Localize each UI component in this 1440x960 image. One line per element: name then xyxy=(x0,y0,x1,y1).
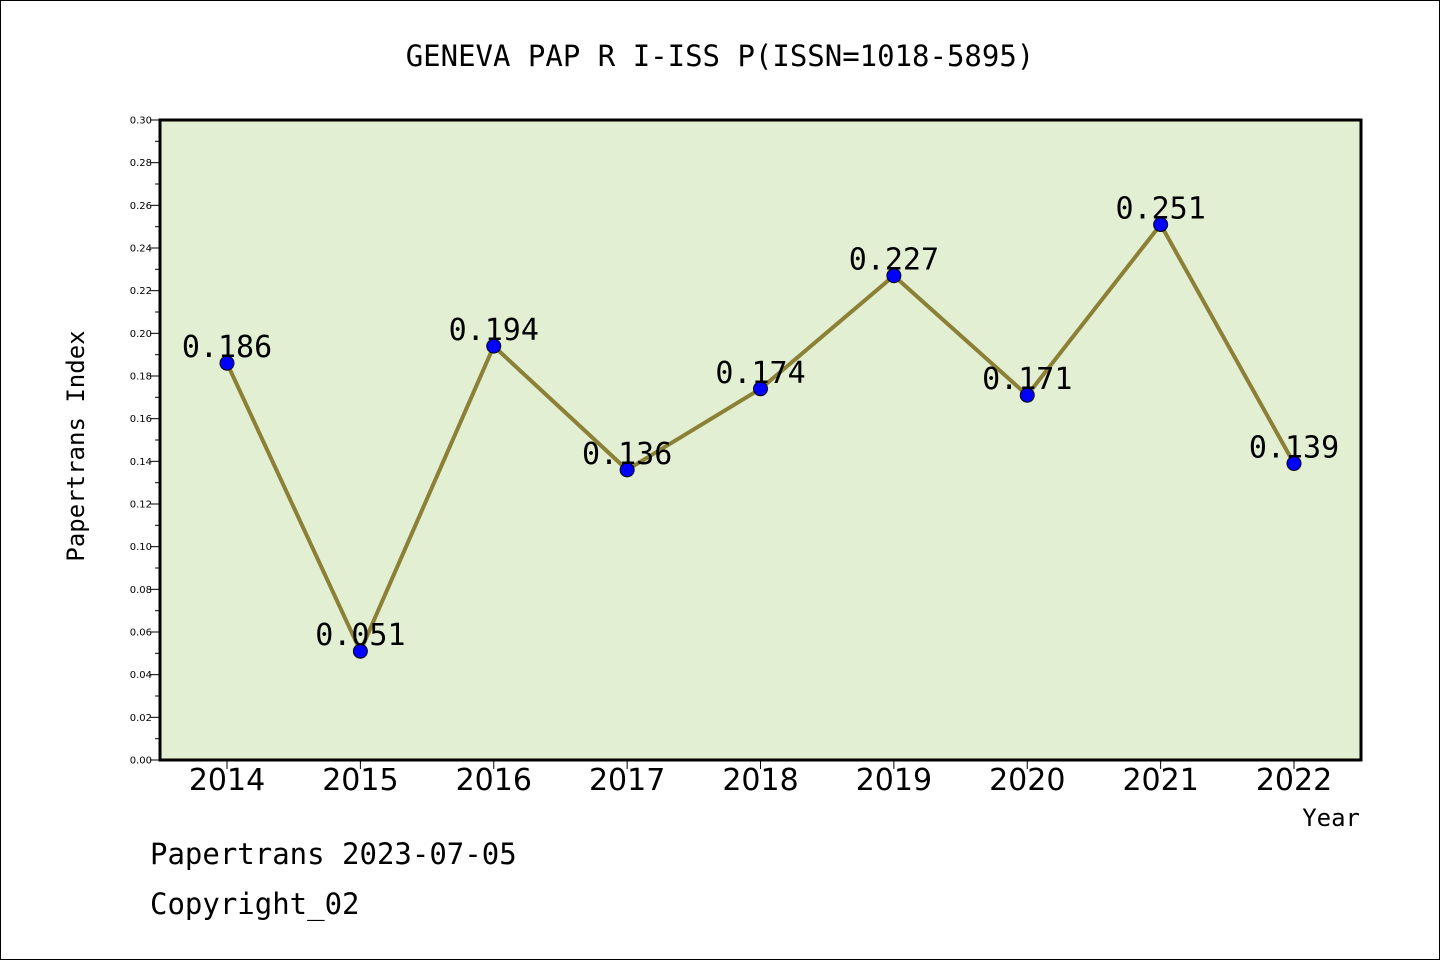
y-tick-label: 0.28 xyxy=(130,158,152,169)
y-tick-label: 0.12 xyxy=(130,500,152,511)
x-tick-label: 2021 xyxy=(1122,763,1198,798)
y-tick-label: 0.24 xyxy=(130,244,152,255)
y-tick-label: 0.22 xyxy=(130,286,152,297)
x-tick-label: 2016 xyxy=(456,763,532,798)
x-tick-label: 2017 xyxy=(589,763,665,798)
data-point xyxy=(486,338,502,354)
data-label: 0.174 xyxy=(715,356,805,391)
data-labels: 0.186 0.051 0.194 0.136 0.174 0.227 0.171 0.251… xyxy=(182,192,1339,654)
y-tick-label: 0.18 xyxy=(130,372,152,383)
data-label: 0.194 xyxy=(449,313,539,348)
x-tick-label: 2018 xyxy=(722,763,798,798)
y-axis: 0.00 0.02 0.04 0.06 0.08 0.10 0.12 0.14 0.16 0.18… xyxy=(130,116,160,767)
data-label: 0.186 xyxy=(182,330,272,365)
series-layer xyxy=(219,217,1302,659)
data-label: 0.051 xyxy=(315,618,405,653)
footer-copyright: Copyright_02 xyxy=(150,887,360,922)
y-tick-label: 0.16 xyxy=(130,414,152,425)
data-point xyxy=(1019,387,1035,403)
data-point xyxy=(886,268,902,284)
y-axis-label: Papertrans Index xyxy=(62,330,90,561)
y-tick-label: 0.08 xyxy=(130,585,152,596)
x-tick-label: 2022 xyxy=(1256,763,1332,798)
y-tick-label: 0.10 xyxy=(130,542,152,553)
data-point xyxy=(352,643,368,659)
data-label: 0.139 xyxy=(1249,430,1339,465)
y-tick-label: 0.00 xyxy=(130,756,152,767)
data-label: 0.136 xyxy=(582,437,672,472)
data-point xyxy=(219,355,235,371)
data-point xyxy=(1286,455,1302,471)
chart-title: GENEVA PAP R I-ISS P(ISSN=1018-5895) xyxy=(406,39,1035,73)
x-tick-label: 2015 xyxy=(322,763,398,798)
data-point xyxy=(753,381,768,397)
footer-date: Papertrans 2023-07-05 xyxy=(150,837,517,871)
data-label: 0.171 xyxy=(982,362,1072,397)
data-point xyxy=(1153,217,1169,233)
x-axis-label: Year xyxy=(1302,804,1360,832)
y-tick-label: 0.02 xyxy=(130,713,152,724)
data-point xyxy=(619,462,635,478)
data-label: 0.251 xyxy=(1115,192,1205,227)
y-tick-label: 0.14 xyxy=(130,457,152,468)
x-tick-label: 2014 xyxy=(189,763,265,798)
y-tick-label: 0.30 xyxy=(130,116,152,127)
y-tick-label: 0.26 xyxy=(130,201,152,212)
y-tick-label: 0.04 xyxy=(130,670,152,681)
y-tick-label: 0.06 xyxy=(130,628,152,639)
data-label: 0.227 xyxy=(849,243,939,278)
x-tick-label: 2020 xyxy=(989,763,1065,798)
y-tick-label: 0.20 xyxy=(130,329,152,340)
plot-border xyxy=(158,118,1363,762)
x-tick-label: 2019 xyxy=(856,763,932,798)
x-axis: 2014 2015 2016 2017 2018 2019 2020 2021 2022 xyxy=(189,760,1332,798)
